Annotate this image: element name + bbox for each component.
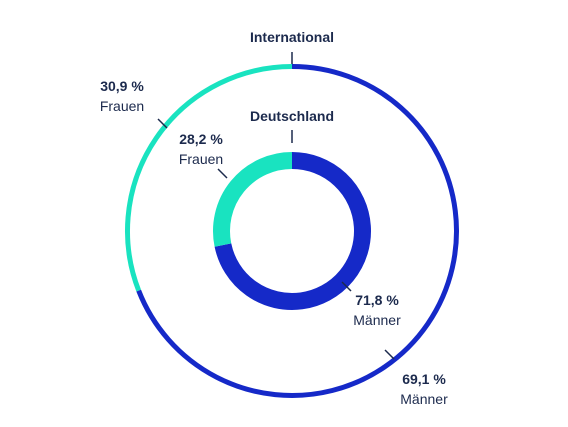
inner-frauen-category-label: Frauen bbox=[179, 151, 223, 167]
deutschland-maenner-slice bbox=[214, 152, 371, 310]
outer-ring-title: International bbox=[250, 29, 334, 45]
outer-maenner-leader bbox=[384, 349, 395, 360]
outer-maenner-category-label: Männer bbox=[400, 391, 448, 407]
outer-frauen-category-label: Frauen bbox=[100, 98, 144, 114]
outer-maenner-value-label: 69,1 % bbox=[402, 371, 446, 387]
deutschland-frauen-slice bbox=[213, 152, 293, 247]
inner-ring-title: Deutschland bbox=[250, 108, 334, 124]
inner-frauen-value-label: 28,2 % bbox=[179, 131, 223, 147]
international-maenner-slice bbox=[136, 64, 459, 398]
outer-frauen-value-label: 30,9 % bbox=[100, 78, 144, 94]
inner-maenner-leader bbox=[341, 281, 352, 292]
inner-maenner-value-label: 71,8 % bbox=[355, 292, 399, 308]
inner-maenner-category-label: Männer bbox=[353, 312, 401, 328]
inner-frauen-leader bbox=[217, 168, 228, 179]
international-frauen-slice bbox=[125, 64, 293, 292]
outer-frauen-leader bbox=[157, 118, 168, 129]
